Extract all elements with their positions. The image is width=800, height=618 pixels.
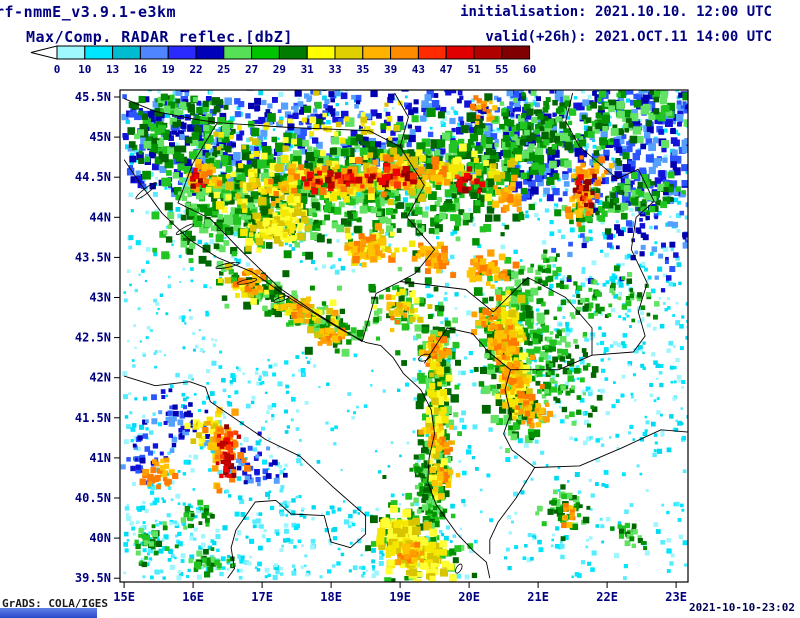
x-tick-label: 20E (458, 590, 480, 602)
reflectivity-field (120, 90, 688, 582)
colorbar-tick-label: 33 (328, 63, 341, 76)
colorbar-segment (445, 45, 475, 60)
island-outline (418, 353, 431, 362)
colorbar-tick-label: 35 (356, 63, 369, 76)
island-outline (455, 563, 463, 574)
y-tick-label: 44N (89, 210, 111, 224)
colorbar-tick-label: 27 (245, 63, 258, 76)
y-tick-label: 41.5N (75, 411, 111, 425)
colorbar-segment (84, 45, 114, 60)
colorbar-segment (251, 45, 280, 60)
island-outline (215, 261, 240, 269)
colorbar-tick-label: 19 (162, 63, 175, 76)
y-tick-label: 42.5N (75, 331, 111, 345)
y-tick-label: 39.5N (75, 571, 111, 585)
x-tick-label: 23E (665, 590, 687, 602)
x-tick-label: 17E (251, 590, 273, 602)
x-tick-label: 15E (113, 590, 135, 602)
colorbar-segment (501, 45, 531, 60)
map-frame (119, 89, 689, 583)
colorbar-segment (139, 45, 169, 60)
colorbar-segment (278, 45, 308, 60)
colorbar-tick-label: 47 (440, 63, 453, 76)
colorbar-tick-label: 29 (273, 63, 286, 76)
radar-map: 15E 16E 17E 18E 19E 20E 21E 22E 23E 45.5N 45N 44.5N… (75, 89, 689, 602)
y-tick-label: 44.5N (75, 170, 111, 184)
y-tick-label: 43N (89, 291, 111, 305)
taskbar-fragment[interactable] (0, 608, 97, 618)
island-outline (135, 182, 157, 200)
island-outline (175, 223, 195, 235)
y-tick-label: 41N (89, 451, 111, 465)
colorbar-underflow-arrow (30, 45, 58, 60)
coastlines-borders (123, 92, 688, 579)
colorbar-tick-label: 60 (523, 63, 536, 76)
colorbar-segment (306, 45, 336, 60)
colorbar-segment (167, 45, 197, 60)
grads-credit: GrADS: COLA/IGES (2, 597, 108, 610)
product-title: Max/Comp. RADAR reflec.[dbZ] (26, 28, 293, 46)
model-title: rf-nmmE_v3.9.1-e3km (0, 3, 177, 21)
colorbar-segment (223, 45, 253, 60)
colorbar-tick-label: 22 (189, 63, 202, 76)
x-tick-label: 19E (389, 590, 411, 602)
colorbar-segment (195, 45, 225, 60)
y-tick-label: 45N (89, 130, 111, 144)
colorbar-legend: 0 10 13 16 19 22 25 27 29 31 33 35 39 43 47 51 55 60 (30, 45, 536, 76)
colorbar-tick-label: 43 (412, 63, 425, 76)
colorbar-segment (390, 45, 419, 60)
colorbar-segment (334, 45, 364, 60)
colorbar-tick-label: 39 (384, 63, 397, 76)
colorbar-tick-label: 0 (54, 63, 61, 76)
colorbar-tick-label: 13 (106, 63, 119, 76)
creation-timestamp: 2021-10-10-23:02 (689, 601, 795, 614)
colorbar-tick-label: 16 (134, 63, 148, 76)
colorbar-tick-label: 51 (467, 63, 481, 76)
valid-time-label: valid(+26h): 2021.OCT.11 14:00 UTC (485, 29, 772, 45)
colorbar-tick-label: 55 (495, 63, 508, 76)
x-tick-label: 16E (182, 590, 204, 602)
y-tick-label: 40N (89, 531, 111, 545)
colorbar-tick-label: 31 (301, 63, 315, 76)
y-tick-label: 42N (89, 371, 111, 385)
x-tick-label: 18E (320, 590, 342, 602)
island-outline (236, 278, 258, 285)
colorbar-tick-label: 25 (217, 63, 230, 76)
colorbar-tick-label: 10 (78, 63, 91, 76)
colorbar-segment (473, 45, 503, 60)
colorbar-segment (362, 45, 392, 60)
colorbar-segment (56, 45, 86, 60)
y-tick-label: 40.5N (75, 491, 111, 505)
colorbar-segment (112, 45, 141, 60)
y-tick-label: 45.5N (75, 90, 111, 104)
init-time-label: initialisation: 2021.10.10. 12:00 UTC (460, 4, 772, 20)
y-tick-label: 43.5N (75, 250, 111, 264)
x-tick-label: 21E (527, 590, 549, 602)
x-tick-label: 22E (596, 590, 618, 602)
colorbar-segment (417, 45, 447, 60)
island-outline (273, 295, 290, 303)
